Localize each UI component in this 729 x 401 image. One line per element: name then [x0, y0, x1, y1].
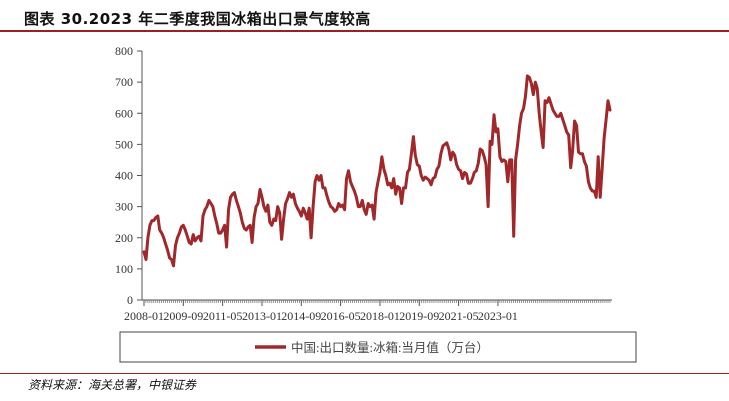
y-tick-label: 200 — [115, 231, 133, 245]
x-tick-label: 2013-01 — [242, 309, 282, 323]
y-tick-label: 300 — [115, 200, 133, 214]
y-tick-label: 800 — [115, 44, 133, 58]
legend-box — [119, 331, 637, 363]
y-tick-label: 100 — [115, 262, 133, 276]
x-tick-label: 2009-09 — [163, 309, 203, 323]
x-axis: 2008-01 2009-09 2011-05 2013-01 2014-09 2016-… — [124, 299, 612, 323]
y-tick-label: 700 — [115, 75, 133, 89]
x-tick-label: 2016-05 — [321, 309, 361, 323]
series-layer — [142, 74, 612, 268]
x-tick-label: 2011-05 — [203, 309, 243, 323]
x-tick-label: 2018-01 — [360, 309, 400, 323]
chart-title: 图表 30.2023 年二季度我国冰箱出口景气度较高 — [24, 10, 371, 28]
y-tick-label: 0 — [127, 293, 133, 307]
x-tick-label: 2008-01 — [124, 309, 164, 323]
x-tick-label: 2014-09 — [281, 309, 321, 323]
title-bar: 图表 30.2023 年二季度我国冰箱出口景气度较高 — [0, 0, 729, 30]
title-divider — [0, 30, 729, 32]
y-tick-label: 500 — [115, 137, 133, 151]
chart-container: 0 100 200 300 400 500 600 700 800 2008-01 2009-09… — [0, 32, 729, 372]
x-tick-label: 2019-09 — [399, 309, 439, 323]
y-axis: 0 100 200 300 400 500 600 700 800 — [115, 44, 143, 307]
x-tick-label: 2023-01 — [478, 309, 518, 323]
line-chart: 0 100 200 300 400 500 600 700 800 2008-01 2009-09… — [115, 44, 637, 363]
source-note: 资料来源：海关总署，中银证券 — [28, 378, 197, 392]
source-divider — [0, 373, 729, 374]
y-tick-label: 400 — [115, 169, 133, 183]
legend: 中国:出口数量:冰箱:当月值（万台） — [119, 331, 637, 363]
series-line-fridge-exports — [142, 74, 612, 268]
x-tick-label: 2021-05 — [439, 309, 479, 323]
legend-label: 中国:出口数量:冰箱:当月值（万台） — [291, 340, 489, 355]
y-tick-label: 600 — [115, 106, 133, 120]
